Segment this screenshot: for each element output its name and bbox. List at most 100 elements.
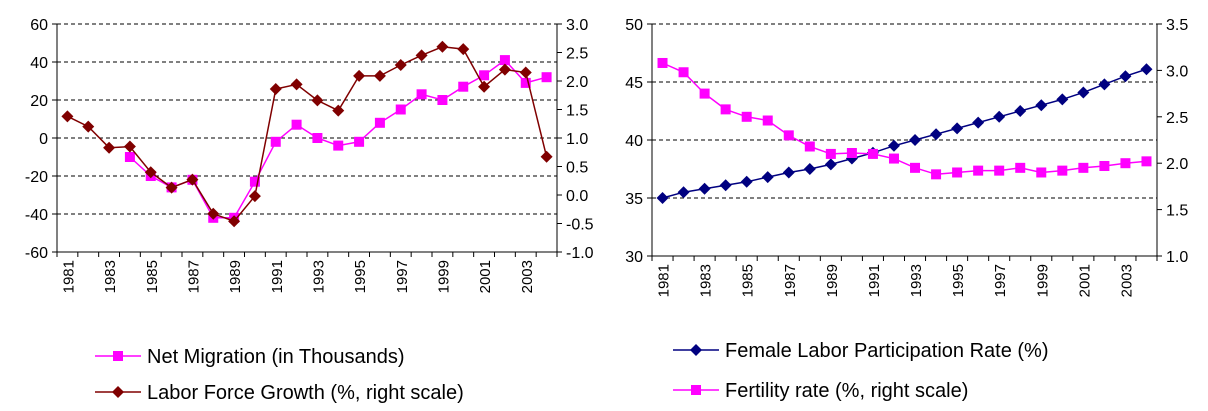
y-tick-label-right: 2.5 — [566, 46, 588, 63]
x-tick-label: 1993 — [908, 264, 925, 297]
data-point — [783, 130, 794, 141]
series-line — [662, 62, 1147, 176]
data-point — [269, 82, 282, 95]
data-point — [740, 175, 753, 188]
y-tick-label-right: 0.5 — [566, 160, 588, 177]
data-point — [395, 104, 406, 115]
series-1 — [124, 55, 552, 223]
data-point — [312, 133, 323, 143]
data-point — [761, 171, 774, 184]
data-point — [394, 59, 407, 72]
data-point — [1015, 162, 1026, 173]
y-tick-label-right: 3.0 — [566, 17, 588, 34]
y-tick-label-left: 0 — [39, 131, 48, 148]
data-point — [867, 148, 878, 159]
data-point — [930, 128, 943, 141]
data-point — [270, 136, 281, 147]
y-tick-label-right: 1.0 — [566, 131, 588, 148]
data-point — [1140, 63, 1153, 76]
data-point — [677, 186, 690, 199]
data-point — [931, 169, 942, 180]
data-point — [333, 140, 344, 151]
data-point — [952, 167, 963, 178]
data-point — [415, 49, 428, 62]
data-point — [1119, 70, 1132, 83]
data-point — [720, 104, 731, 115]
legend-entry: Net Migration (in Thousands) — [95, 346, 405, 368]
y-tick-label-right: 2.0 — [1166, 156, 1188, 173]
data-point — [416, 89, 427, 100]
data-point — [1078, 162, 1089, 173]
data-point — [207, 207, 220, 220]
data-point — [972, 116, 985, 129]
y-tick-label-right: 3.0 — [1166, 63, 1188, 80]
legend-label: Labor Force Growth (%, right scale) — [147, 382, 464, 404]
series-2 — [61, 40, 553, 228]
y-tick-label-right: 1.5 — [566, 103, 588, 120]
y-tick-label-right: -0.5 — [566, 217, 594, 234]
x-tick-label: 1987 — [185, 260, 202, 293]
x-tick-label: 2001 — [1076, 264, 1093, 297]
data-point — [165, 181, 178, 194]
data-point — [973, 165, 984, 176]
y-tick-label-right: 1.5 — [1166, 203, 1188, 220]
y-tick-label-left: 30 — [625, 249, 643, 266]
x-tick-label: 1997 — [992, 264, 1009, 297]
y-tick-label-right: 0.0 — [566, 188, 588, 205]
data-point — [123, 140, 136, 153]
legend-entry: Fertility rate (%, right scale) — [673, 380, 968, 402]
y-tick-label-left: -40 — [25, 207, 48, 224]
y-tick-label-right: 3.5 — [1166, 17, 1188, 34]
data-point — [290, 78, 303, 91]
data-point — [479, 70, 490, 81]
data-point — [498, 63, 511, 76]
x-tick-label: 1981 — [656, 264, 673, 297]
y-tick-label-right: 2.5 — [1166, 110, 1188, 127]
data-point — [657, 57, 668, 68]
y-tick-label-left: 20 — [30, 93, 48, 110]
data-point — [678, 67, 689, 78]
data-point — [698, 182, 711, 195]
legend-label: Fertility rate (%, right scale) — [725, 380, 968, 402]
data-point — [993, 110, 1006, 123]
x-tick-label: 1987 — [782, 264, 799, 297]
data-point — [656, 192, 669, 204]
data-point — [994, 165, 1005, 176]
data-point — [910, 162, 921, 173]
legend-marker — [691, 385, 701, 395]
data-point — [437, 95, 448, 105]
data-point — [291, 119, 302, 130]
data-point — [1057, 165, 1068, 176]
data-point — [1141, 156, 1152, 167]
x-tick-label: 1995 — [950, 264, 967, 297]
legend-marker — [112, 386, 124, 398]
data-point — [61, 110, 74, 123]
legend-label: Net Migration (in Thousands) — [147, 346, 405, 368]
data-point — [1120, 158, 1131, 169]
data-point — [1098, 78, 1111, 91]
legend-label: Female Labor Participation Rate (%) — [725, 340, 1048, 362]
y-tick-label-left: 60 — [30, 17, 48, 34]
data-point — [457, 43, 470, 56]
data-point — [458, 81, 469, 92]
data-point — [846, 147, 857, 158]
y-tick-label-left: 35 — [625, 191, 643, 208]
series-line — [662, 68, 1147, 199]
legend-entry: Female Labor Participation Rate (%) — [673, 340, 1048, 362]
data-point — [1035, 99, 1048, 112]
data-point — [186, 173, 199, 186]
x-tick-label: 1989 — [227, 260, 244, 293]
x-tick-label: 1997 — [394, 260, 411, 293]
y-tick-label-left: -60 — [25, 245, 48, 262]
x-tick-label: 1983 — [698, 264, 715, 297]
data-point — [804, 141, 815, 152]
data-point — [311, 94, 324, 107]
data-point — [951, 122, 964, 135]
data-point — [82, 120, 95, 133]
data-point — [741, 111, 752, 122]
y-tick-label-right: 2.0 — [566, 74, 588, 91]
x-tick-label: 2003 — [1118, 264, 1135, 297]
x-tick-label: 1985 — [144, 260, 161, 293]
data-point — [353, 69, 366, 82]
